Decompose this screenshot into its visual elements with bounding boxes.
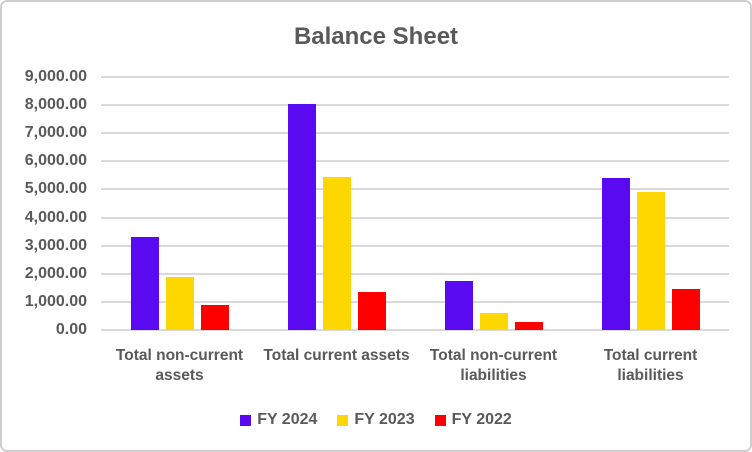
y-axis: 0.00 1,000.00 2,000.00 3,000.00 4,000.00 5,00… [2,69,87,338]
legend-item-fy-2024[interactable]: FY 2024 [240,412,317,428]
y-tick-label: 2,000.00 [24,264,87,282]
y-tick-label: 7,000.00 [24,124,87,142]
legend-item-fy-2022[interactable]: FY 2022 [434,411,512,428]
x-tick-label: Total non-current assets [115,347,244,384]
bar-fy-2024[interactable] [444,280,473,330]
bar-group [101,77,258,330]
bar-fy-2023[interactable] [636,192,665,330]
y-tick-label: 6,000.00 [24,152,87,170]
legend-swatch-icon [240,414,252,426]
bar-fy-2024[interactable] [287,103,316,330]
y-tick-label: 3,000.00 [24,236,87,254]
bar-fy-2022[interactable] [200,305,229,330]
bar-group [258,77,415,330]
bar-fy-2024[interactable] [601,178,630,330]
legend-label: FY 2022 [451,411,512,428]
bar-fy-2024[interactable] [130,237,159,330]
gridline [101,160,729,163]
legend-swatch-icon [434,414,446,426]
bar-fy-2022[interactable] [357,292,386,330]
x-axis: Total non-current assets Total current as… [101,346,729,386]
bar-group [415,77,572,330]
bar-fy-2023[interactable] [165,276,194,330]
gridline [101,244,729,247]
legend-label: FY 2024 [257,411,318,428]
y-tick-label: 1,000.00 [24,292,87,310]
x-tick-label: Total non-current liabilities [429,347,558,384]
y-tick-label: 5,000.00 [24,180,87,198]
legend: FY 2024 FY 2023 FY 2022 [2,412,750,428]
gridline [101,272,729,275]
gridline [101,132,729,135]
gridline [101,300,729,303]
bar-fy-2023[interactable] [479,313,508,330]
legend-item-fy-2023[interactable]: FY 2023 [337,411,415,428]
bar-group [572,77,729,330]
bar-fy-2022[interactable] [514,322,543,330]
gridline [101,216,729,219]
y-tick-label: 4,000.00 [24,208,87,226]
plot-area [101,76,729,331]
bar-fy-2022[interactable] [671,288,700,330]
gridline [101,188,729,191]
x-tick-label: Total current assets [263,347,410,364]
chart-title[interactable]: Balance Sheet [293,23,459,50]
x-tick-label: Total current liabilities [603,347,698,384]
y-tick-label: 0.00 [55,321,87,338]
y-tick-label: 8,000.00 [24,96,87,114]
y-tick-label: 9,000.00 [24,68,87,85]
gridline [101,76,729,78]
bar-fy-2023[interactable] [322,176,351,330]
legend-label: FY 2023 [354,411,415,428]
legend-swatch-icon [337,414,349,426]
gridline [101,104,729,107]
gridline [101,329,729,331]
